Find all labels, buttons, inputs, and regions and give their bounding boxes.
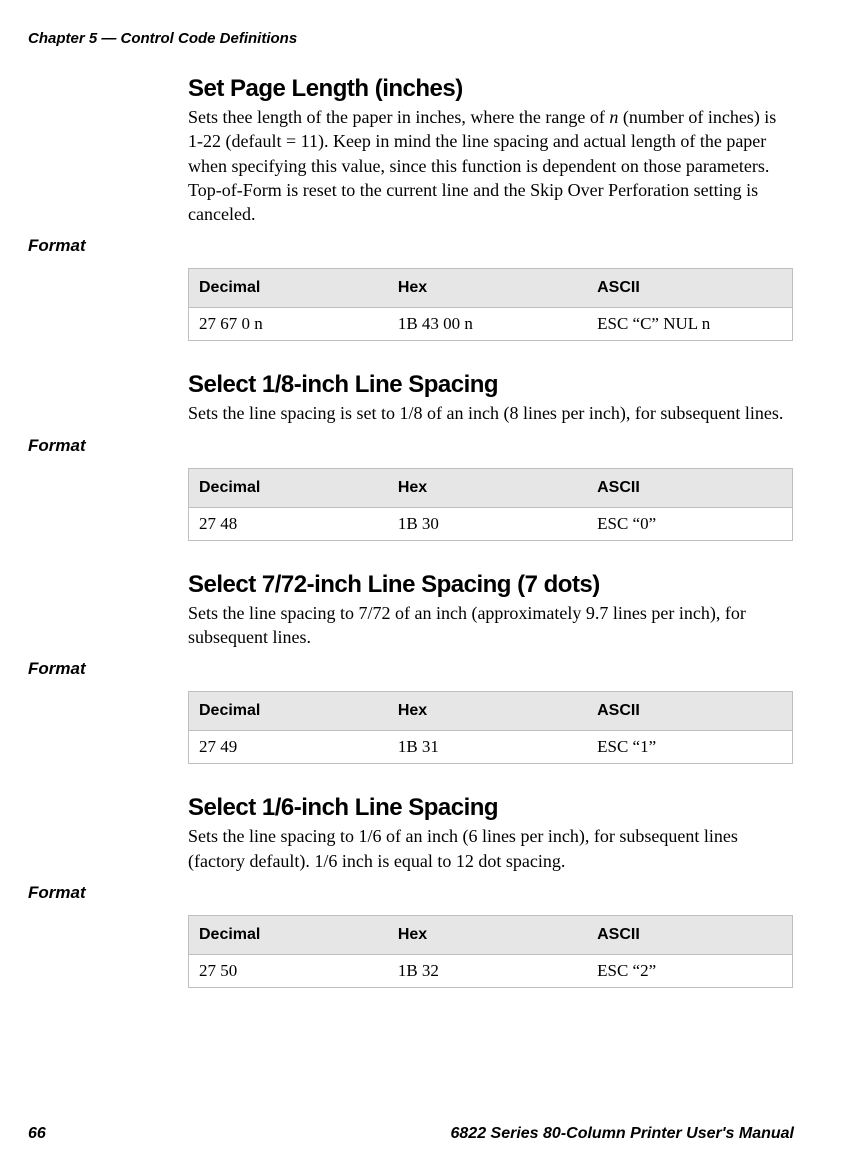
table-row: 27 48 1B 30 ESC “0” [189,507,793,540]
section-7-72-spacing: Select 7/72-inch Line Spacing (7 dots) S… [188,571,794,650]
table-header-row: Decimal Hex ASCII [189,692,793,731]
col-hex: Hex [388,915,587,954]
cell-hex: 1B 30 [388,507,587,540]
cell-ascii: ESC “C” NUL n [587,308,792,341]
format-table: Decimal Hex ASCII 27 67 0 n 1B 43 00 n E… [188,268,793,341]
col-hex: Hex [388,468,587,507]
col-decimal: Decimal [189,269,388,308]
cell-decimal: 27 67 0 n [189,308,388,341]
format-label: Format [28,436,794,456]
section-body: Sets the line spacing is set to 1/8 of a… [188,401,794,425]
section-1-6-spacing: Select 1/6-inch Line Spacing Sets the li… [188,794,794,873]
section-body: Sets the line spacing to 1/6 of an inch … [188,824,794,873]
col-decimal: Decimal [189,915,388,954]
col-decimal: Decimal [189,468,388,507]
cell-ascii: ESC “1” [587,731,792,764]
cell-decimal: 27 49 [189,731,388,764]
chapter-header: Chapter 5 — Control Code Definitions [28,30,794,47]
cell-ascii: ESC “2” [587,954,792,987]
col-ascii: ASCII [587,692,792,731]
table-header-row: Decimal Hex ASCII [189,915,793,954]
format-label: Format [28,236,794,256]
col-ascii: ASCII [587,468,792,507]
table-row: 27 50 1B 32 ESC “2” [189,954,793,987]
format-table: Decimal Hex ASCII 27 48 1B 30 ESC “0” [188,468,793,541]
col-decimal: Decimal [189,692,388,731]
cell-hex: 1B 32 [388,954,587,987]
format-table: Decimal Hex ASCII 27 50 1B 32 ESC “2” [188,915,793,988]
table-header-row: Decimal Hex ASCII [189,468,793,507]
col-ascii: ASCII [587,915,792,954]
section-title: Select 1/8-inch Line Spacing [188,371,794,399]
table-row: 27 49 1B 31 ESC “1” [189,731,793,764]
table-row: 27 67 0 n 1B 43 00 n ESC “C” NUL n [189,308,793,341]
section-body: Sets the line spacing to 7/72 of an inch… [188,601,794,650]
section-title: Select 7/72-inch Line Spacing (7 dots) [188,571,794,599]
cell-ascii: ESC “0” [587,507,792,540]
cell-decimal: 27 48 [189,507,388,540]
format-label: Format [28,659,794,679]
col-hex: Hex [388,692,587,731]
page-footer: 66 6822 Series 80-Column Printer User's … [28,1125,794,1143]
page-number: 66 [28,1125,46,1143]
format-label: Format [28,883,794,903]
section-1-8-spacing: Select 1/8-inch Line Spacing Sets the li… [188,371,794,425]
cell-decimal: 27 50 [189,954,388,987]
cell-hex: 1B 31 [388,731,587,764]
manual-title: 6822 Series 80-Column Printer User's Man… [451,1125,795,1143]
cell-hex: 1B 43 00 n [388,308,587,341]
section-title: Select 1/6-inch Line Spacing [188,794,794,822]
section-title: Set Page Length (inches) [188,75,794,103]
section-body: Sets thee length of the paper in inches,… [188,105,794,226]
section-set-page-length: Set Page Length (inches) Sets thee lengt… [188,75,794,226]
table-header-row: Decimal Hex ASCII [189,269,793,308]
col-hex: Hex [388,269,587,308]
page-container: Chapter 5 — Control Code Definitions Set… [0,0,849,988]
format-table: Decimal Hex ASCII 27 49 1B 31 ESC “1” [188,691,793,764]
col-ascii: ASCII [587,269,792,308]
